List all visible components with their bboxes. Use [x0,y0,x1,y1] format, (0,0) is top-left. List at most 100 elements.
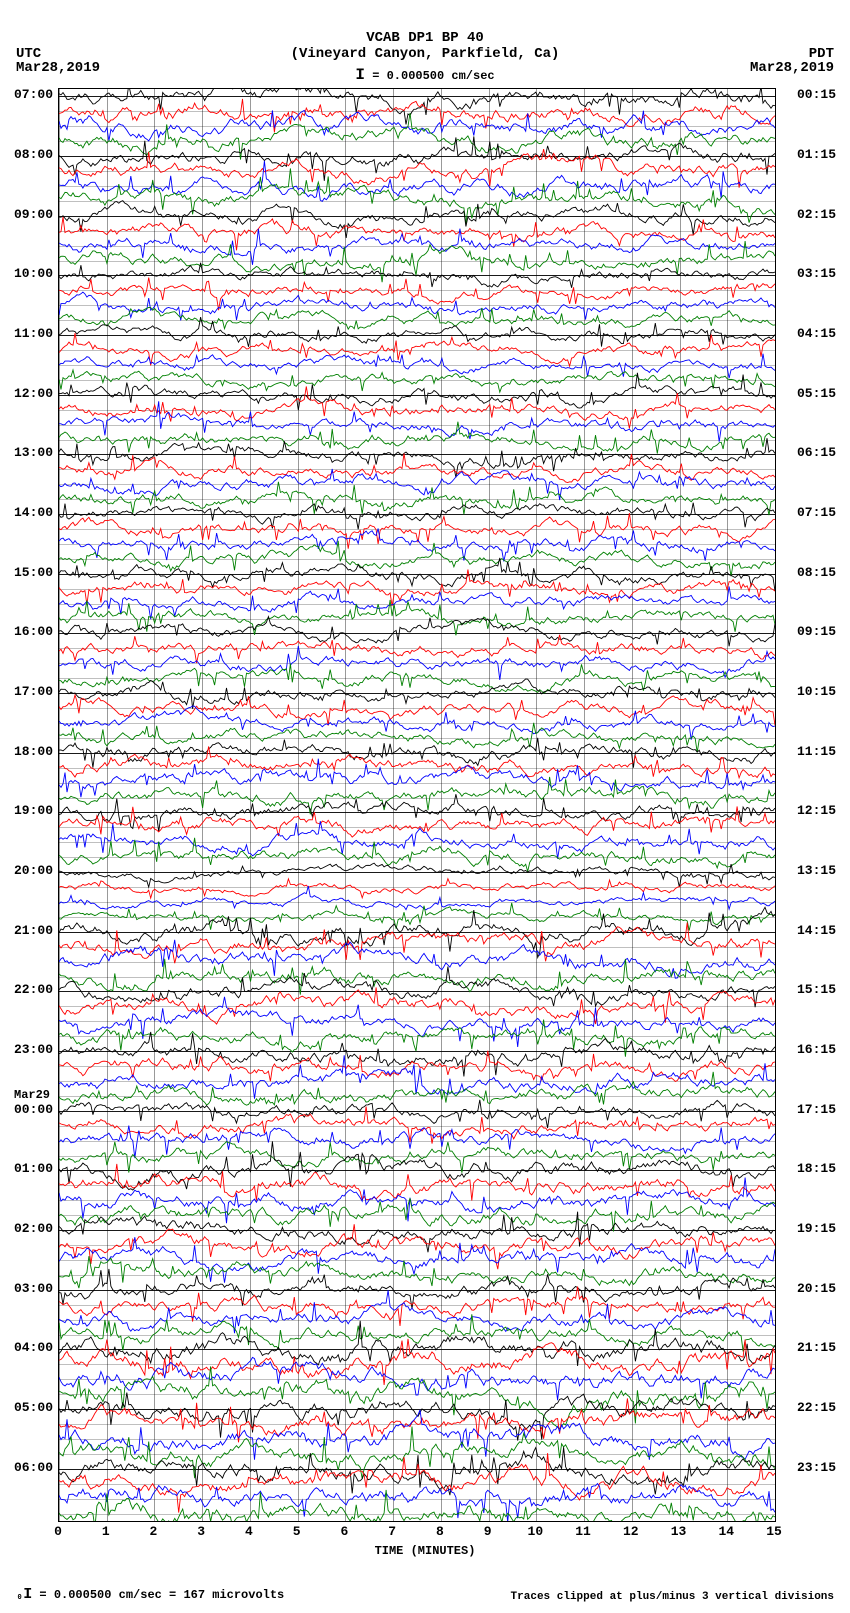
seismic-trace [59,617,775,647]
x-axis-ticks: 0123456789101112131415 [58,1524,774,1540]
seismic-trace [59,292,775,320]
seismic-trace [59,1164,775,1201]
scale-value: = 0.000500 cm/sec [372,69,494,83]
seismic-trace [59,241,775,282]
pdt-time-label: 09:15 [797,624,836,639]
x-tick-label: 5 [293,1524,301,1539]
x-tick-label: 11 [575,1524,591,1539]
pdt-time-label: 10:15 [797,684,836,699]
seismic-trace [59,907,775,957]
utc-time-label: 05:00 [14,1400,53,1415]
seismic-trace [59,386,775,428]
pdt-time-label: 14:15 [797,923,836,938]
seismic-trace [59,903,775,931]
seismic-trace [59,1256,775,1288]
seismic-traces-svg [59,89,775,1521]
helicorder-chart: VCAB DP1 BP 40 (Vineyard Canyon, Parkfie… [0,0,850,1613]
pdt-time-label: 05:15 [797,386,836,401]
seismic-trace [59,401,775,441]
x-tick-label: 7 [388,1524,396,1539]
pdt-time-label: 02:15 [797,207,836,222]
seismic-trace [59,1224,775,1269]
pdt-time-label: 16:15 [797,1042,836,1057]
pdt-time-label: 15:15 [797,982,836,997]
pdt-time-label: 19:15 [797,1221,836,1236]
scale-bar-text: I = 0.000500 cm/sec [0,66,850,84]
pdt-time-label: 11:15 [797,744,836,759]
pdt-time-label: 12:15 [797,803,836,818]
seismic-trace [59,1100,775,1128]
utc-time-label: 21:00 [14,923,53,938]
seismic-trace [59,1410,775,1460]
utc-time-label: 04:00 [14,1340,53,1355]
pdt-time-label: 20:15 [797,1281,836,1296]
pdt-time-label: 00:15 [797,87,836,102]
seismic-trace [59,373,775,410]
pdt-time-label: 08:15 [797,565,836,580]
station-title: VCAB DP1 BP 40 [0,30,850,46]
pdt-time-label: 17:15 [797,1102,836,1117]
x-tick-label: 6 [340,1524,348,1539]
seismic-trace [59,558,775,591]
seismic-trace [59,706,775,740]
seismic-trace [59,1020,775,1057]
pdt-time-label: 01:15 [797,147,836,162]
seismic-trace [59,1398,775,1442]
utc-time-label: 19:00 [14,803,53,818]
seismic-trace [59,1032,775,1077]
helicorder-plot-area [58,88,776,1522]
utc-time-label: 12:00 [14,386,53,401]
seismic-trace [59,1366,775,1428]
utc-time-label: 09:00 [14,207,53,222]
seismic-trace [59,863,775,887]
x-tick-label: 3 [197,1524,205,1539]
footer-scale: ₀I = 0.000500 cm/sec = 167 microvolts [16,1586,284,1603]
pdt-time-label: 23:15 [797,1460,836,1475]
utc-time-label: 16:00 [14,624,53,639]
utc-time-label: 01:00 [14,1161,53,1176]
pdt-time-label: 03:15 [797,266,836,281]
seismic-trace [59,469,775,500]
utc-time-label: 15:00 [14,565,53,580]
footer-scale-text: = 0.000500 cm/sec = 167 microvolts [39,1588,284,1602]
x-tick-label: 9 [484,1524,492,1539]
seismic-trace [59,307,775,329]
pdt-time-label: 13:15 [797,863,836,878]
pdt-time-label: 06:15 [797,445,836,460]
seismic-trace [59,679,775,709]
date-right: Mar28,2019 [750,60,834,76]
footer-clip-note: Traces clipped at plus/minus 3 vertical … [511,1591,834,1603]
x-tick-label: 15 [766,1524,782,1539]
utc-time-label: 03:00 [14,1281,53,1296]
x-tick-label: 10 [528,1524,544,1539]
utc-time-label: 14:00 [14,505,53,520]
pdt-time-label: 18:15 [797,1161,836,1176]
seismic-trace [59,1107,775,1144]
utc-time-label: 17:00 [14,684,53,699]
seismic-trace [59,217,775,250]
x-tick-label: 4 [245,1524,253,1539]
seismic-trace [59,695,775,726]
x-tick-label: 0 [54,1524,62,1539]
seismic-trace [59,1490,775,1522]
utc-time-label: 23:00 [14,1042,53,1057]
x-tick-label: 12 [623,1524,639,1539]
seismic-trace [59,136,775,180]
pdt-time-label: 21:15 [797,1340,836,1355]
pdt-time-label: 22:15 [797,1400,836,1415]
seismic-trace [59,317,775,347]
seismic-trace [59,570,775,607]
utc-time-label: 18:00 [14,744,53,759]
seismic-trace [59,738,775,768]
x-tick-label: 14 [718,1524,734,1539]
seismic-trace [59,354,775,379]
seismic-trace [59,453,775,482]
seismic-trace [59,503,775,529]
seismic-trace [59,635,775,663]
seismic-trace [59,723,775,753]
utc-time-label: 06:00 [14,1460,53,1475]
utc-time-label: 20:00 [14,863,53,878]
seismic-trace [59,1269,775,1309]
seismic-trace [59,879,775,899]
utc-time-label: 02:00 [14,1221,53,1236]
